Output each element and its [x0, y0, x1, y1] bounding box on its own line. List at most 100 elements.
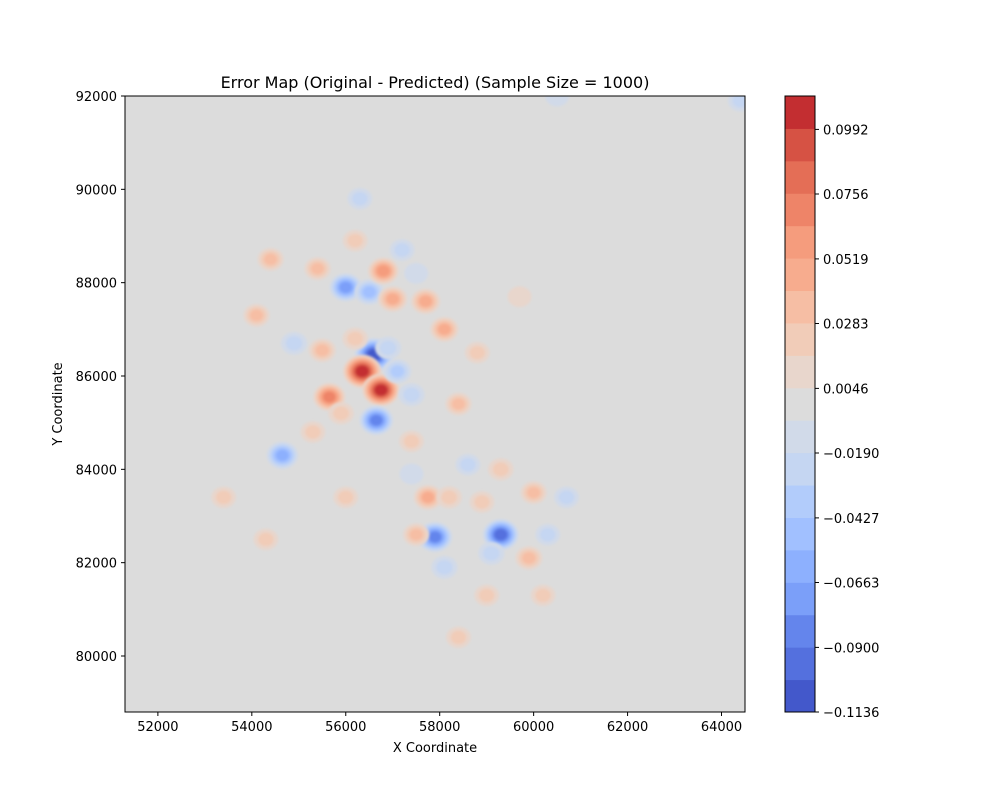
colorbar-tick-label: −0.0427	[823, 512, 879, 527]
y-axis-label: Y Coordinate	[51, 362, 66, 446]
colorbar-segment	[785, 290, 815, 324]
contour-level	[347, 233, 363, 248]
error-blob	[329, 273, 362, 302]
contour-level	[403, 387, 420, 402]
contour-level	[469, 345, 485, 360]
contour-level	[732, 96, 745, 108]
y-tick-label: 80000	[76, 650, 117, 665]
contour-level	[258, 532, 274, 547]
colorbar-segment	[785, 160, 815, 194]
contour-level	[285, 336, 303, 351]
contour-level	[483, 546, 500, 561]
contour-level	[507, 286, 532, 308]
error-blob	[342, 229, 368, 252]
error-blob	[253, 528, 279, 551]
colorbar-segment	[785, 420, 815, 454]
colorbar-segment	[785, 679, 815, 713]
error-blob	[354, 279, 384, 305]
colorbar-tick-label: 0.0756	[823, 188, 869, 203]
colorbar-segment	[785, 225, 815, 259]
error-blob	[266, 441, 299, 470]
error-blob	[399, 430, 424, 453]
colorbar-tick-label: 0.0283	[823, 318, 869, 333]
error-blob	[300, 421, 326, 443]
y-tick-label: 90000	[76, 183, 117, 198]
colorbar-tick-label: 0.0519	[823, 253, 869, 268]
colorbar-segment	[785, 485, 815, 518]
contour-level	[276, 449, 289, 461]
error-blob	[367, 257, 399, 285]
contour-level	[527, 486, 541, 499]
contour-level	[338, 490, 354, 505]
contour-level	[428, 531, 442, 543]
colorbar-segment	[785, 614, 815, 648]
contour-level	[404, 262, 429, 284]
colorbar-tick-label: −0.0663	[823, 577, 879, 592]
y-tick-label: 86000	[76, 370, 117, 385]
contour-level	[460, 457, 476, 472]
contour-level	[478, 588, 495, 603]
error-blob	[488, 458, 514, 481]
colorbar-segment	[785, 355, 815, 389]
error-blob	[469, 491, 495, 513]
x-axis-label: X Coordinate	[393, 741, 477, 756]
contour-level	[249, 309, 264, 322]
y-tick-label: 88000	[76, 277, 117, 292]
contour-level	[305, 425, 321, 439]
error-blob	[308, 338, 336, 363]
contour-level	[370, 415, 383, 426]
contour-level	[492, 462, 509, 477]
error-blob	[378, 286, 408, 312]
colorbar-tick-label: −0.1136	[823, 706, 879, 721]
x-tick-label: 62000	[607, 720, 648, 735]
contour-level	[355, 365, 369, 377]
contour-level	[436, 560, 453, 575]
error-blob	[347, 187, 373, 210]
contour-level	[311, 262, 325, 275]
error-blob	[389, 239, 415, 261]
error-blob	[445, 392, 472, 416]
contour-level	[474, 495, 490, 509]
colorbar-tick-label: −0.0900	[823, 641, 879, 656]
error-blob	[727, 96, 745, 112]
error-blob	[530, 584, 556, 607]
plot-background	[125, 96, 745, 712]
contour-level	[362, 286, 376, 298]
error-blob	[478, 541, 505, 565]
x-tick-label: 54000	[231, 720, 272, 735]
error-blob	[507, 286, 532, 308]
contour-level	[323, 391, 336, 403]
error-blob	[413, 484, 443, 510]
contour-level	[421, 491, 435, 503]
colorbar-segment	[785, 258, 815, 292]
error-blob	[482, 519, 519, 551]
error-blob	[333, 486, 359, 509]
error-blob	[403, 523, 430, 547]
contour-level	[374, 384, 388, 396]
contour-level	[386, 293, 400, 305]
contour-level	[540, 527, 556, 542]
error-blob	[398, 383, 425, 407]
contour-level	[545, 96, 570, 107]
colorbar-tick-label: 0.0992	[823, 123, 869, 138]
error-blob	[554, 486, 579, 509]
x-axis: 52000 54000 56000 58000 60000 62000 64000	[137, 712, 742, 735]
contour-level	[403, 434, 420, 449]
error-blob	[328, 402, 354, 425]
error-blob	[374, 336, 402, 360]
contour-level	[419, 295, 432, 307]
contour-level	[399, 463, 424, 485]
contour-level	[377, 265, 390, 277]
colorbar-segment	[785, 193, 815, 227]
contour-level	[379, 340, 397, 356]
contour-level	[264, 253, 278, 266]
contour-level	[409, 528, 423, 541]
contour-field	[211, 96, 745, 649]
colorbar-segment	[785, 517, 815, 551]
contour-level	[450, 630, 467, 645]
contour-level	[339, 282, 352, 293]
y-axis: 80000 82000 84000 86000 88000 90000 92000	[76, 90, 125, 665]
y-tick-label: 92000	[76, 90, 117, 105]
plot-frame	[124, 95, 746, 713]
